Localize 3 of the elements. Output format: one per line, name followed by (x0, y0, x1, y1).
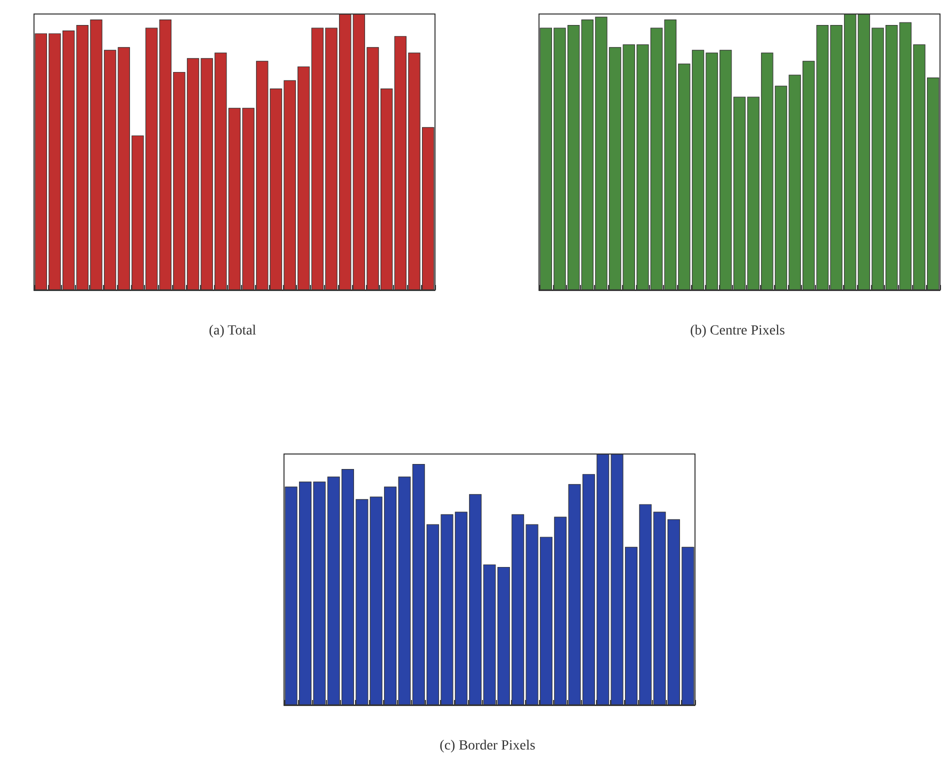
text: (b) Centre Pixels (690, 324, 785, 338)
text: (c) Border Pixels (440, 738, 536, 754)
text: (a) Total (208, 324, 256, 338)
